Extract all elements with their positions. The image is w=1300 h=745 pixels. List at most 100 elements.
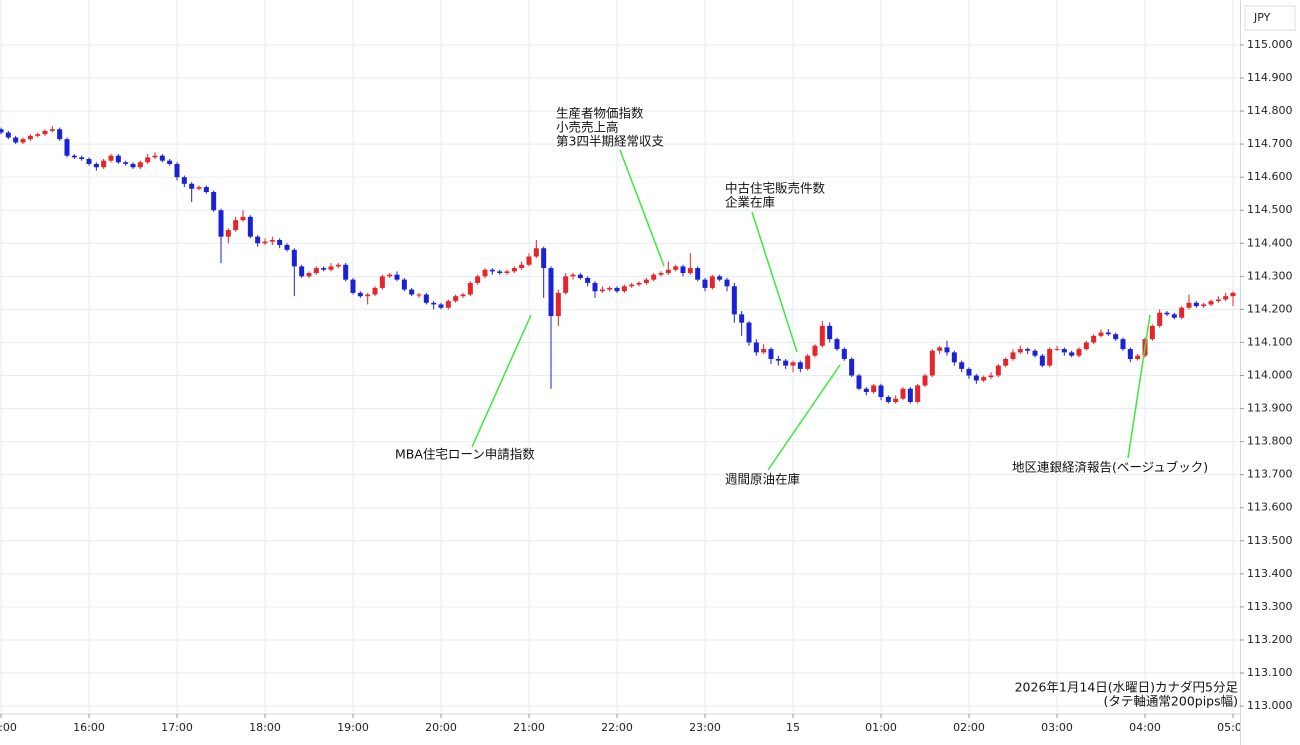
candle-body <box>863 388 869 393</box>
candle-body <box>695 268 701 280</box>
candle-body <box>1083 342 1089 350</box>
candle-body <box>20 139 26 143</box>
candle-body <box>724 279 730 287</box>
candle-body <box>607 287 613 290</box>
candle-body <box>1135 355 1141 359</box>
candle-body <box>1120 339 1126 350</box>
x-tick-label: 15:00 <box>0 721 17 734</box>
annotation-line <box>751 211 798 353</box>
candle-body <box>13 137 19 143</box>
candle-body <box>218 210 224 237</box>
candle-body <box>445 301 451 308</box>
candle-body <box>152 155 158 158</box>
x-tick-label: 23:00 <box>689 721 721 734</box>
x-tick-label: 01:00 <box>865 721 897 734</box>
candle-body <box>27 135 33 140</box>
annotation-text: MBA住宅ローン申請指数 <box>395 447 535 462</box>
candle-body <box>1171 314 1177 318</box>
candle-body <box>621 286 627 292</box>
candle-body <box>277 239 283 245</box>
candle-body <box>365 294 371 297</box>
candle-body <box>1127 349 1133 359</box>
candle-body <box>1157 312 1163 326</box>
candle-body <box>907 388 913 402</box>
candle-body <box>702 279 708 288</box>
candle-body <box>717 276 723 280</box>
candle-body <box>959 362 965 369</box>
candle-body <box>768 349 774 359</box>
candle-body <box>409 289 415 295</box>
candle-body <box>189 183 195 189</box>
candle-body <box>211 192 217 211</box>
candle-body <box>592 282 598 292</box>
candle-body <box>379 276 385 288</box>
candle-body <box>1149 325 1155 340</box>
candle-body <box>145 157 151 163</box>
y-tick-label: 114.800 <box>1247 104 1293 117</box>
y-tick-label: 114.400 <box>1247 236 1293 249</box>
x-tick-label: 16:00 <box>73 721 105 734</box>
candle-body <box>797 362 803 369</box>
candle-body <box>416 294 422 296</box>
candle-body <box>64 139 70 156</box>
candle-body <box>981 377 987 381</box>
candle-body <box>746 322 752 343</box>
candle-body <box>519 264 525 269</box>
y-tick-label: 113.600 <box>1247 501 1293 514</box>
candle-body <box>291 249 297 267</box>
candle-body <box>1230 292 1236 297</box>
candle-body <box>475 276 481 283</box>
candle-body <box>885 396 891 402</box>
candle-body <box>1105 332 1111 335</box>
candle-body <box>849 358 855 376</box>
annotation-text: 中古住宅販売件数 <box>725 181 826 196</box>
candle-body <box>1017 349 1023 353</box>
candle-body <box>394 274 400 280</box>
candle-body <box>284 244 290 250</box>
candle-body <box>1010 352 1016 359</box>
x-tick-label: 15 <box>786 721 800 734</box>
candle-body <box>233 220 239 231</box>
candle-body <box>123 162 129 164</box>
candle-body <box>387 274 393 277</box>
candle-body <box>1069 352 1075 356</box>
x-tick-label: 22:00 <box>601 721 633 734</box>
candle-body <box>570 274 576 277</box>
candle-body <box>1003 358 1009 366</box>
y-tick-label: 113.000 <box>1247 699 1293 712</box>
candle-body <box>915 385 921 402</box>
candle-body <box>108 155 114 161</box>
y-tick-label: 114.000 <box>1247 369 1293 382</box>
candle-body <box>1208 301 1214 305</box>
candle-body <box>93 163 99 168</box>
y-tick-label: 113.700 <box>1247 468 1293 481</box>
candle-body <box>130 163 136 168</box>
candle-body <box>174 163 180 178</box>
candle-body <box>1223 296 1229 300</box>
candle-body <box>504 271 510 274</box>
footnote: (タテ軸通常200pips幅) <box>1104 694 1238 709</box>
candle-body <box>350 279 356 293</box>
candle-body <box>629 284 635 287</box>
candle-body <box>753 342 759 353</box>
x-tick-label: 02:00 <box>953 721 985 734</box>
candle-body <box>709 276 715 288</box>
x-tick-label: 04:00 <box>1129 721 1161 734</box>
candle-body <box>636 282 642 285</box>
candle-body <box>196 187 202 189</box>
candle-body <box>101 160 107 168</box>
candle-body <box>1113 334 1119 340</box>
annotation-line <box>1127 314 1151 459</box>
candle-body <box>944 347 950 353</box>
candle-body <box>841 349 847 359</box>
candle-body <box>1201 304 1207 307</box>
candle-body <box>489 269 495 272</box>
candle-body <box>255 236 261 244</box>
y-tick-label: 114.700 <box>1247 137 1293 150</box>
candle-body <box>643 279 649 283</box>
candle-body <box>878 385 884 397</box>
candle-body <box>900 388 906 399</box>
candle-body <box>541 248 547 269</box>
candle-body <box>658 273 664 275</box>
candle-body <box>614 287 620 292</box>
